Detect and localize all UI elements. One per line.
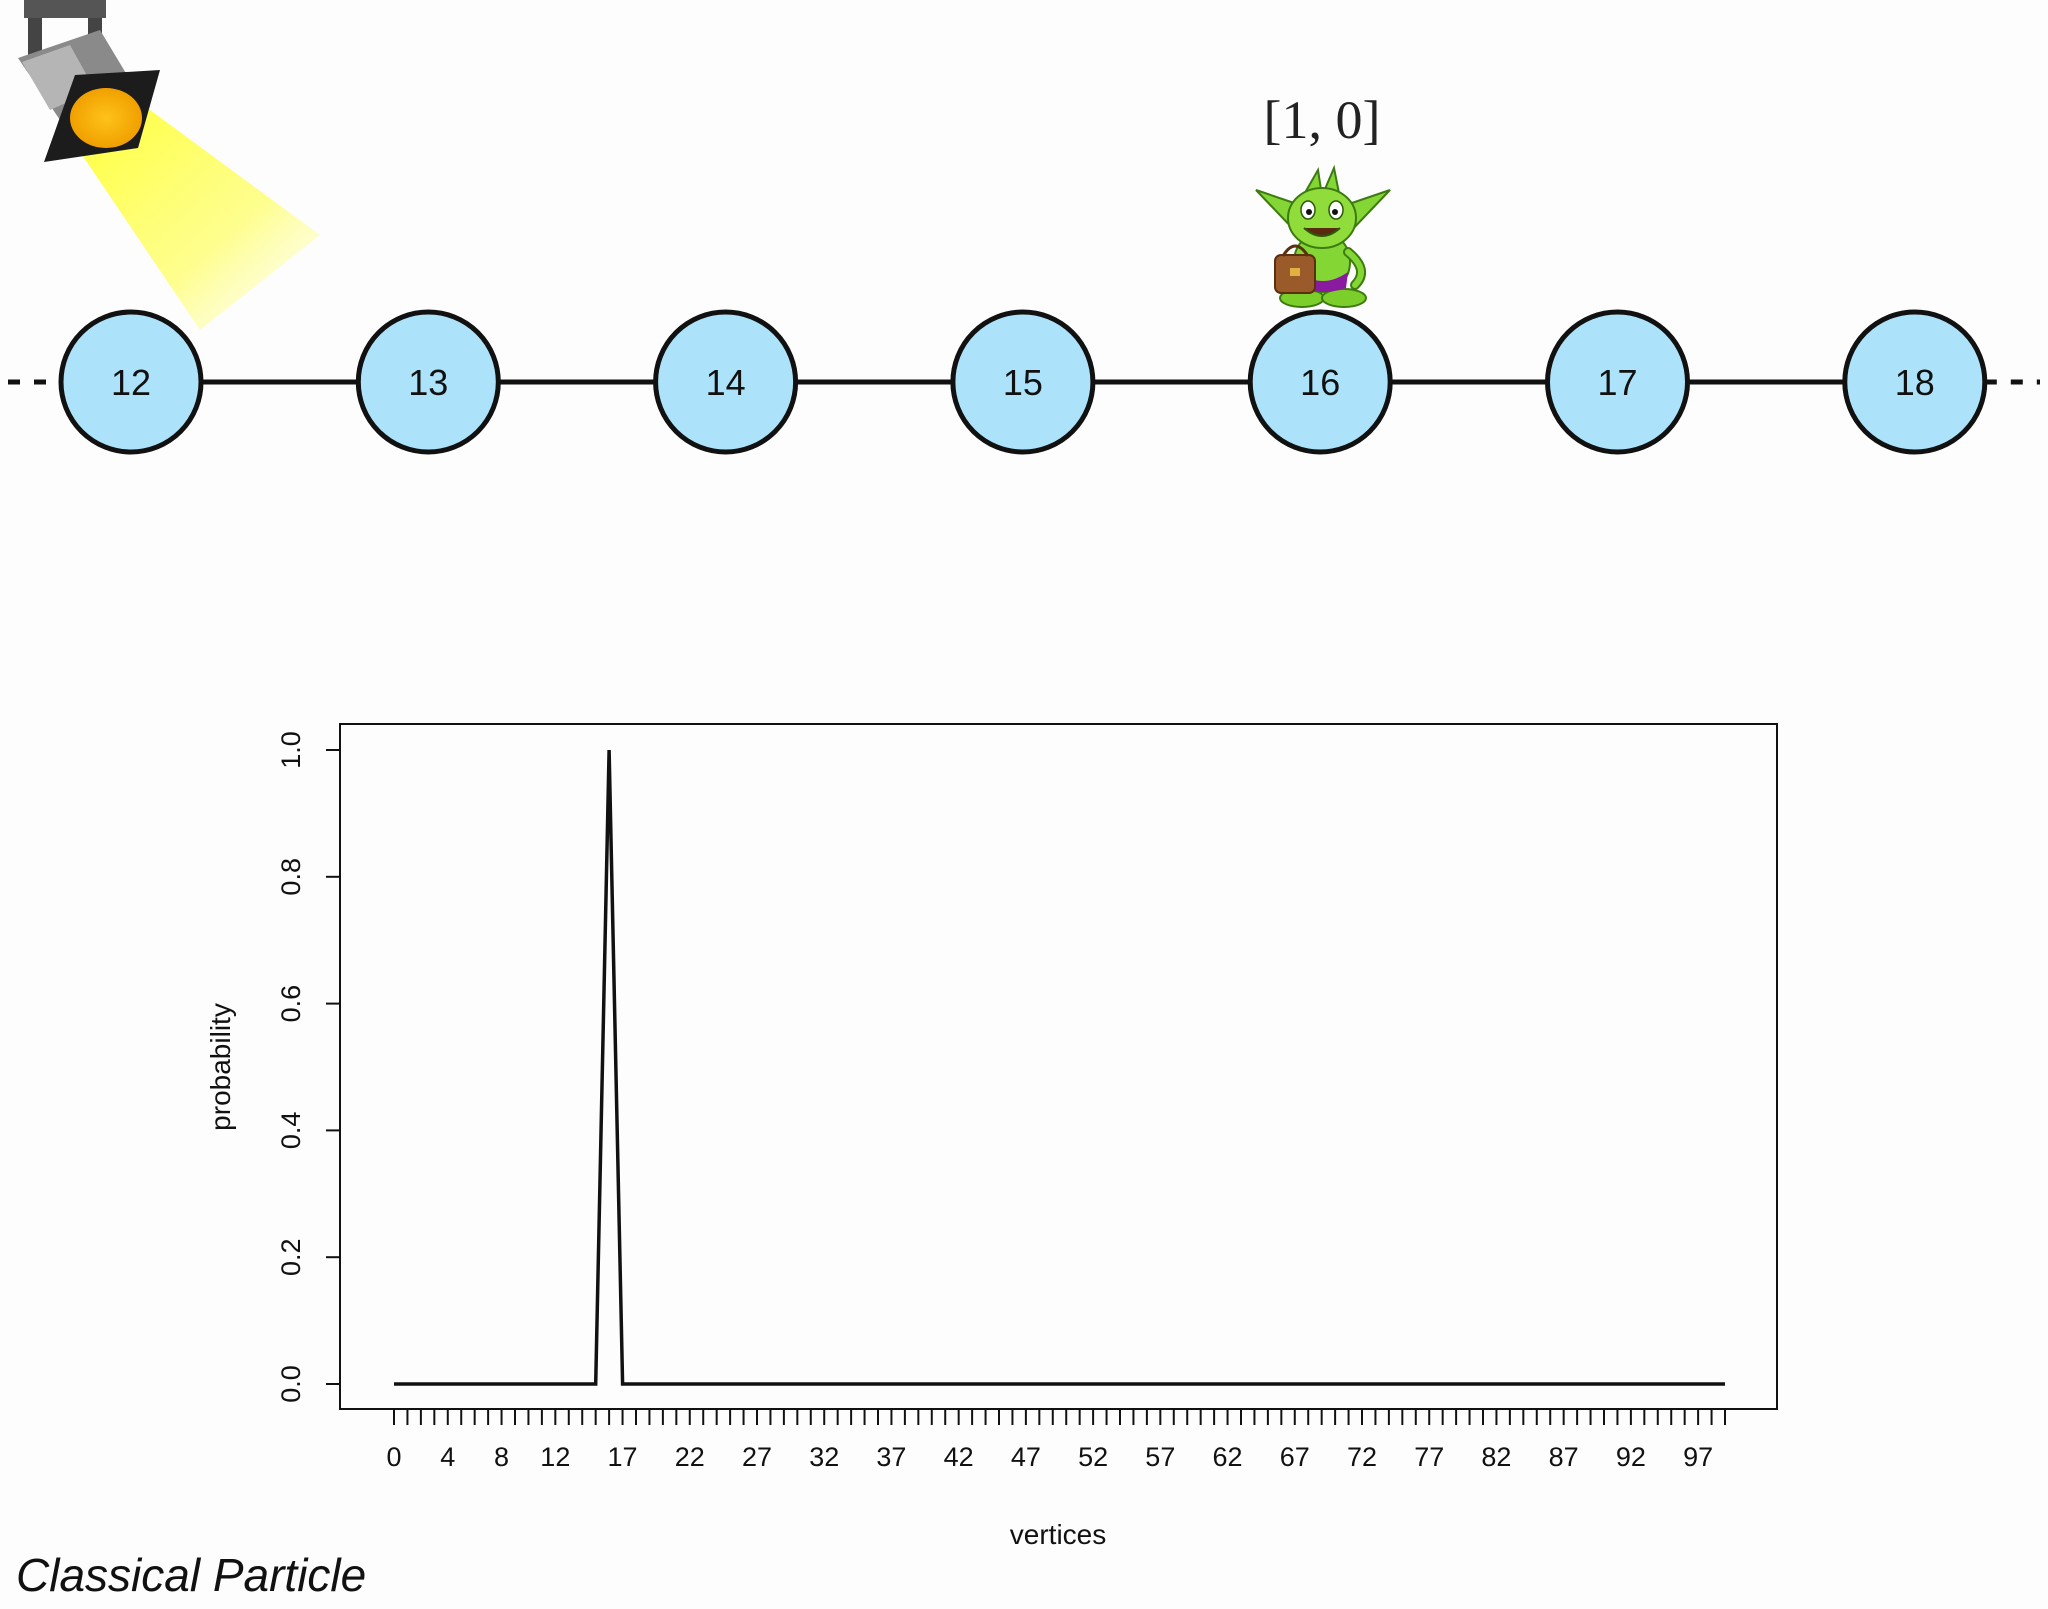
graph-node-12: 12 <box>58 309 204 455</box>
x-tick-label: 0 <box>386 1442 401 1472</box>
x-tick-label: 52 <box>1078 1442 1108 1472</box>
node-circle <box>1247 309 1393 455</box>
x-tick-label: 87 <box>1549 1442 1579 1472</box>
x-tick-label: 82 <box>1481 1442 1511 1472</box>
x-tick-label: 22 <box>675 1442 705 1472</box>
graph-node-15: 15 <box>950 309 1096 455</box>
node-label: 18 <box>1895 362 1935 403</box>
y-tick-label: 0.2 <box>276 1238 306 1276</box>
caption: Classical Particle <box>16 1549 367 1601</box>
x-tick-label: 62 <box>1213 1442 1243 1472</box>
node-label: 13 <box>408 362 448 403</box>
y-tick-label: 0.4 <box>276 1112 306 1150</box>
x-tick-label: 77 <box>1414 1442 1444 1472</box>
x-axis-title: vertices <box>1010 1519 1106 1550</box>
node-circle <box>355 309 501 455</box>
node-circle <box>1842 309 1988 455</box>
path-graph: 12 13 14 15 16 17 18 <box>8 309 2040 455</box>
graph-node-13: 13 <box>355 309 501 455</box>
node-label: 14 <box>706 362 746 403</box>
probability-line <box>394 749 1725 1386</box>
y-tick-label: 0.0 <box>276 1365 306 1403</box>
x-axis: 0 4 8 12 17 22 27 32 37 42 47 52 57 62 67 72 77 82 87 92 97 <box>386 1408 1726 1472</box>
node-circle <box>1545 309 1690 455</box>
graph-node-17: 17 <box>1545 309 1690 455</box>
x-tick-label: 32 <box>809 1442 839 1472</box>
probability-chart: 0.0 0.2 0.4 0.6 0.8 1.0 0 4 8 12 17 22 27 32 37 42 47 52… <box>205 723 1778 1550</box>
state-vector-label: [1, 0] <box>1264 90 1381 150</box>
goblin-walker-icon <box>1255 164 1391 308</box>
node-label: 17 <box>1597 362 1637 403</box>
spotlight-icon <box>18 0 320 330</box>
x-tick-label: 27 <box>742 1442 772 1472</box>
node-label: 12 <box>111 362 151 403</box>
x-tick-label: 47 <box>1011 1442 1041 1472</box>
y-tick-label: 0.8 <box>276 858 306 896</box>
node-circle <box>653 309 799 455</box>
node-circle <box>58 309 204 455</box>
graph-node-18: 18 <box>1842 309 1988 455</box>
x-tick-label: 12 <box>540 1442 570 1472</box>
graph-node-14: 14 <box>653 309 799 455</box>
x-tick-label: 67 <box>1280 1442 1310 1472</box>
x-tick-label: 8 <box>494 1442 509 1472</box>
graph-node-16: 16 <box>1247 309 1393 455</box>
x-tick-label: 37 <box>876 1442 906 1472</box>
y-axis: 0.0 0.2 0.4 0.6 0.8 1.0 <box>276 731 341 1403</box>
y-tick-label: 1.0 <box>276 731 306 769</box>
x-tick-label: 92 <box>1616 1442 1646 1472</box>
node-circle <box>950 309 1096 455</box>
plot-frame <box>339 723 1778 1410</box>
x-tick-label: 4 <box>440 1442 455 1472</box>
x-tick-label: 97 <box>1683 1442 1713 1472</box>
y-axis-title: probability <box>205 1003 236 1131</box>
node-label: 16 <box>1300 362 1340 403</box>
y-tick-label: 0.6 <box>276 985 306 1023</box>
node-label: 15 <box>1003 362 1043 403</box>
x-tick-label: 17 <box>608 1442 638 1472</box>
x-tick-label: 72 <box>1347 1442 1377 1472</box>
x-tick-label: 42 <box>944 1442 974 1472</box>
x-tick-label: 57 <box>1145 1442 1175 1472</box>
